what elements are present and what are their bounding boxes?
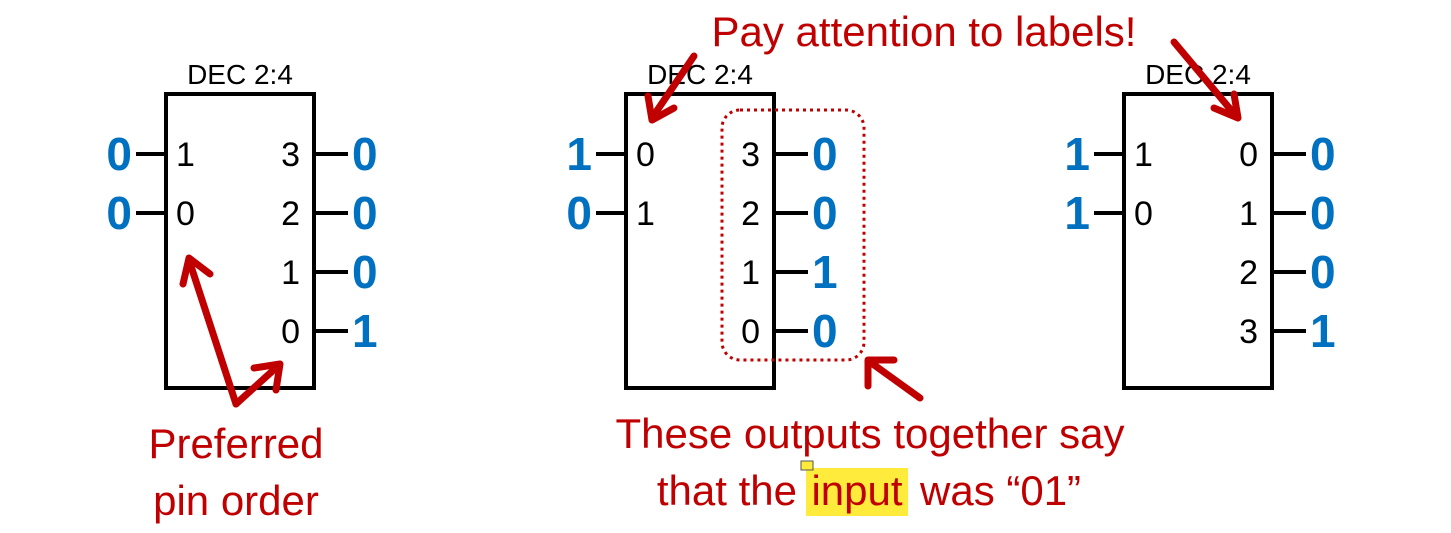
output-bit-value: 0 [352, 246, 378, 298]
output-pin-label: 2 [741, 195, 760, 233]
output-bit-value: 0 [352, 187, 378, 239]
output-bit-value: 1 [352, 305, 378, 357]
arrow-preferred-right [232, 362, 282, 408]
preferred-label-line2: pin order [153, 477, 319, 524]
arrow-to-middle-pin [648, 52, 698, 122]
input-pin-label: 1 [176, 136, 195, 174]
arrows [179, 38, 1242, 408]
input-bit-value: 1 [1064, 128, 1090, 180]
outputs-highlight-box [720, 108, 866, 362]
arrow-to-outputs-box-head [864, 356, 898, 390]
input-word-highlight [806, 468, 908, 516]
decoder-1: DEC 2:4 1 0 0 0 3 0 2 0 1 0 0 1 [106, 59, 378, 390]
output-pin-label: 3 [281, 136, 300, 174]
decoder-title: DEC 2:4 [647, 59, 753, 90]
output-bit-value: 0 [1310, 246, 1336, 298]
output-pin-label: 1 [1239, 195, 1258, 233]
decoder-title: DEC 2:4 [187, 59, 293, 90]
decoder-box [624, 92, 776, 390]
input-bit-value: 1 [566, 128, 592, 180]
arrow-preferred-left [185, 256, 240, 408]
output-pin-label: 1 [281, 254, 300, 292]
output-pin-label: 0 [1239, 136, 1258, 174]
decoder-box [164, 92, 316, 390]
arrow-preferred-left-head [179, 254, 214, 288]
output-bit-value: 0 [812, 128, 838, 180]
arrow-preferred-right-head [250, 360, 284, 394]
input-pin-label: 0 [1134, 195, 1153, 233]
output-bit-value: 0 [812, 305, 838, 357]
output-pin-label: 1 [741, 254, 760, 292]
decoder-2: DEC 2:4 0 1 1 0 3 0 2 0 1 1 0 0 [566, 59, 838, 390]
decoder-box [1122, 92, 1274, 390]
arrow-to-right-pin [1170, 38, 1240, 120]
output-pin-label: 0 [741, 313, 760, 351]
output-pin-label: 2 [281, 195, 300, 233]
outputs-label-line2-after: was “01” [919, 467, 1081, 514]
input-bit-value: 0 [106, 128, 132, 180]
output-pin-label: 2 [1239, 254, 1258, 292]
input-pin-label: 0 [636, 136, 655, 174]
outputs-label-line2-before: that the [657, 467, 797, 514]
output-bit-value: 1 [812, 246, 838, 298]
comment-marker [800, 460, 814, 471]
pay-attention-label: Pay attention to labels! [712, 8, 1137, 55]
output-pin-label: 3 [1239, 313, 1258, 351]
input-pin-label: 0 [176, 195, 195, 233]
output-bit-value: 0 [1310, 187, 1336, 239]
output-bit-value: 1 [1310, 305, 1336, 357]
arrow-to-outputs-box [866, 358, 924, 402]
output-bit-value: 0 [812, 187, 838, 239]
outputs-label-line1: These outputs together say [616, 410, 1125, 457]
output-bit-value: 0 [352, 128, 378, 180]
input-bit-value: 0 [566, 187, 592, 239]
input-pin-label: 1 [636, 195, 655, 233]
input-bit-value: 1 [1064, 187, 1090, 239]
arrow-to-right-pin-head [1210, 90, 1242, 122]
arrow-to-middle-pin-head [644, 92, 678, 124]
output-pin-label: 3 [741, 136, 760, 174]
preferred-label-line1: Preferred [148, 420, 323, 467]
input-bit-value: 0 [106, 187, 132, 239]
output-pin-label: 0 [281, 313, 300, 351]
outputs-label-line2-highlight: input [811, 467, 902, 514]
input-pin-label: 1 [1134, 136, 1153, 174]
output-bit-value: 0 [1310, 128, 1336, 180]
